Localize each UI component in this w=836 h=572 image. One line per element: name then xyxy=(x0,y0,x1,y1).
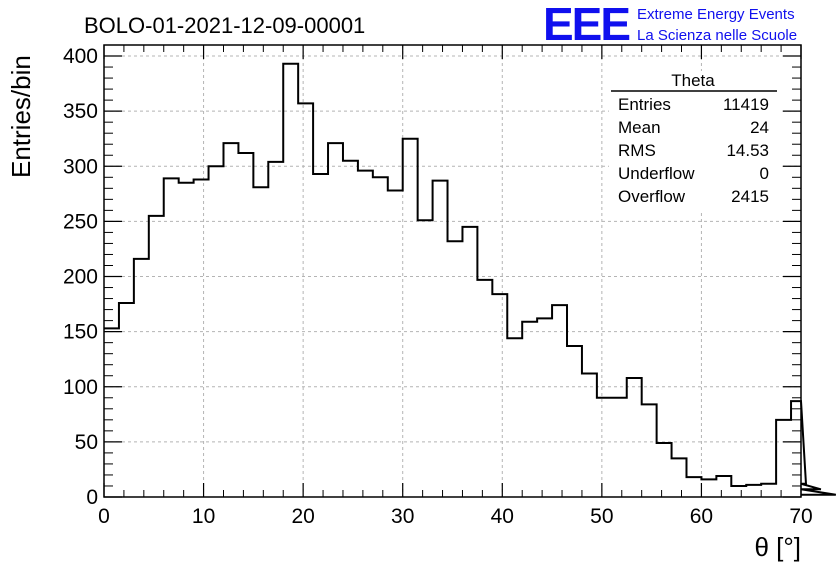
stats-value: 14.53 xyxy=(726,141,769,160)
stats-value: 2415 xyxy=(731,187,769,206)
x-tick-label: 70 xyxy=(789,505,812,528)
plot-frame xyxy=(103,44,802,498)
y-tick-label: 350 xyxy=(63,100,98,123)
y-tick-label: 100 xyxy=(63,376,98,399)
tick-labels: 0 10 20 30 40 50 60 70 0 50 100 150 200 250 300 350 400 xyxy=(63,45,813,528)
x-tick-label: 30 xyxy=(391,505,414,528)
x-tick-label: 10 xyxy=(192,505,215,528)
chart-title: BOLO-01-2021-12-09-00001 xyxy=(84,13,365,38)
stats-value: 24 xyxy=(750,118,769,137)
histogram-line xyxy=(104,62,836,496)
eee-logo-line1: Extreme Energy Events xyxy=(637,6,795,23)
stats-label: Overflow xyxy=(618,187,686,206)
y-tick-label: 150 xyxy=(63,321,98,344)
y-tick-label: 50 xyxy=(75,431,98,454)
eee-logo-line2: La Scienza nelle Scuole xyxy=(637,27,797,44)
x-tick-label: 20 xyxy=(291,505,314,528)
stats-label: Underflow xyxy=(618,164,695,183)
y-tick-label: 300 xyxy=(63,155,98,178)
axis-ticks xyxy=(103,44,802,498)
stats-label: Mean xyxy=(618,118,661,137)
eee-logo: EEE Extreme Energy Events La Scienza nel… xyxy=(543,0,797,50)
y-tick-label: 250 xyxy=(63,210,98,233)
eee-logo-mark: EEE xyxy=(543,0,629,50)
y-axis-label: Entries/bin xyxy=(6,55,36,178)
x-tick-label: 50 xyxy=(590,505,613,528)
x-tick-label: 0 xyxy=(98,505,110,528)
x-axis-label: θ [°] xyxy=(754,532,801,562)
y-tick-label: 200 xyxy=(63,266,98,289)
stats-box-title: Theta xyxy=(671,71,715,90)
stats-value: 0 xyxy=(760,164,769,183)
stats-box: Theta Entries 11419 Mean 24 RMS 14.53 Un… xyxy=(609,71,779,212)
stats-label: Entries xyxy=(618,95,671,114)
stats-box-bg xyxy=(609,71,779,212)
y-tick-label: 0 xyxy=(86,486,98,509)
x-tick-label: 40 xyxy=(491,505,514,528)
y-tick-label: 400 xyxy=(63,45,98,68)
x-tick-label: 60 xyxy=(690,505,713,528)
stats-label: RMS xyxy=(618,141,656,160)
stats-value: 11419 xyxy=(723,95,769,114)
